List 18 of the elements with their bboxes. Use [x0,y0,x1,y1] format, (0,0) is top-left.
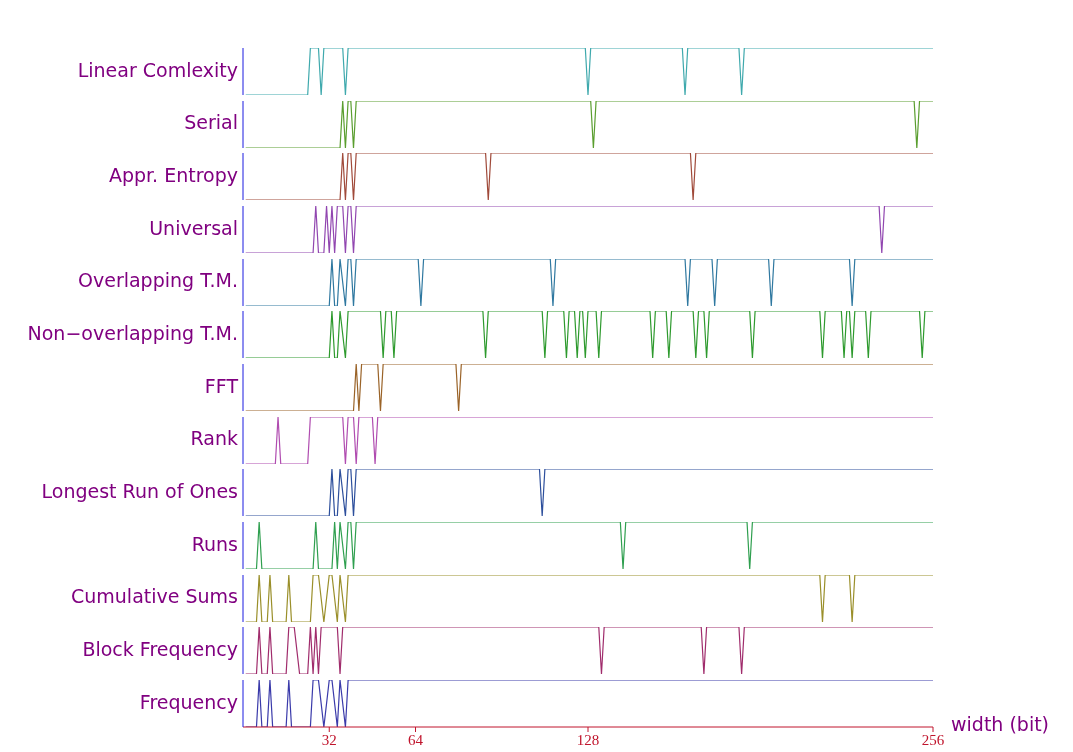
y-axis-title: Block Frequency [81,637,238,660]
y-axis-title: Universal [148,216,238,239]
y-axis-title: Non−overlapping T.M. [26,321,238,344]
y-axis-title: Serial [183,111,238,134]
y-axis-title: Rank [189,427,238,450]
x-tick-label: 32 [321,731,337,748]
x-tick-label: 256 [921,731,945,748]
y-axis-title: Frequency [138,690,238,713]
y-axis-title: FFT [203,374,238,397]
y-axis-title: Linear Comlexity [76,58,238,81]
y-axis-title: Appr. Entropy [107,163,238,186]
y-axis-title: Runs [190,532,238,555]
y-axis-title: Longest Run of Ones [40,479,238,502]
y-axis-title: Overlapping T.M. [77,269,238,292]
x-tick-label: 128 [576,731,600,748]
y-axis-title: Cumulative Sums [70,585,238,608]
x-axis-title: width (bit) [951,713,1050,736]
x-tick-label: 64 [408,731,424,748]
